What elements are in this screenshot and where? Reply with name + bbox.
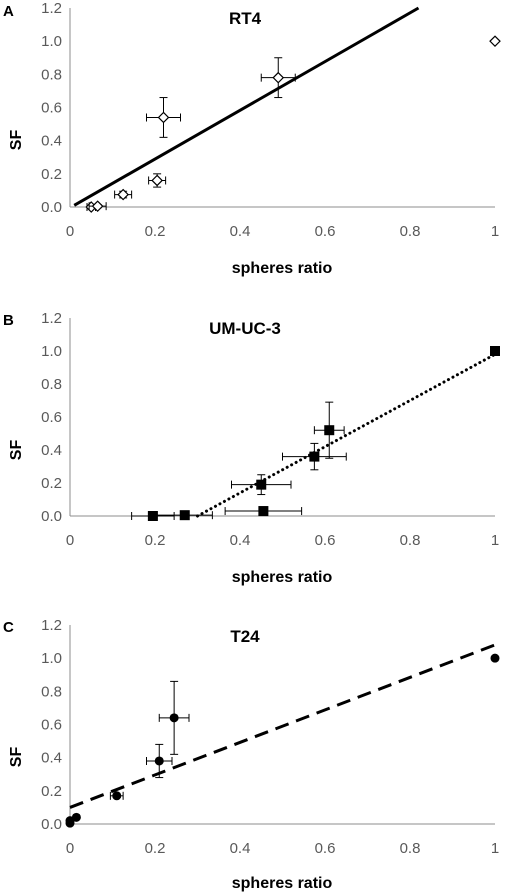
chart-title: RT4 [229,9,262,28]
y-tick-label: 0.4 [41,750,62,767]
x-tick-label: 0 [66,840,74,857]
square-marker [324,425,335,436]
circle-marker [112,791,122,801]
data-point [490,346,500,356]
data-point [146,97,181,138]
square-marker [309,451,320,462]
y-axis-label: SF [8,440,25,461]
x-tick-label: 0.4 [230,223,251,240]
y-tick-label: 0.6 [41,409,62,426]
data-point [148,173,167,188]
trendline [69,643,496,809]
x-tick-label: 1 [491,532,499,549]
chart-title: UM-UC-3 [209,319,281,338]
square-marker [179,510,190,521]
data-point [313,401,345,459]
x-tick-label: 1 [491,223,499,240]
x-tick-label: 0.2 [145,223,166,240]
data-point [156,510,213,521]
y-tick-label: 0.6 [41,717,62,734]
x-tick-label: 0.8 [400,223,421,240]
circle-marker [490,653,500,663]
y-tick-label: 0.2 [41,783,62,800]
y-tick-label: 0.0 [41,508,62,525]
square-marker [256,479,267,490]
x-tick-label: 0.8 [400,532,421,549]
diamond-marker [272,71,285,84]
y-tick-label: 0.2 [41,166,62,183]
data-point [231,474,292,496]
circle-marker [154,756,164,766]
x-tick-label: 0.8 [400,840,421,857]
y-tick-label: 0.8 [41,376,62,393]
x-axis-label: spheres ratio [232,260,333,277]
circle-marker [169,713,179,723]
y-tick-label: 0.4 [41,442,62,459]
panel-a: 0.0 0.2 0.4 0.6 0.8 1.0 1.2 0 0.2 0.4 0.6 0.8 1 A RT4 s… [3,0,501,277]
x-tick-label: 0.6 [315,840,336,857]
x-tick-label: 0 [66,532,74,549]
diamond-marker [91,200,104,213]
data-point [114,188,133,201]
data-point [490,653,500,663]
circle-marker [71,812,81,822]
data-point [71,812,81,822]
y-tick-label: 1.0 [41,33,62,50]
y-tick-label: 1.2 [41,0,62,17]
data-point [146,743,173,779]
panel-b: 0.0 0.2 0.4 0.6 0.8 1.0 1.2 0 0.2 0.4 0.6 0.8 1 B UM-U… [3,310,500,586]
x-tick-label: 0 [66,223,74,240]
square-marker [147,511,158,521]
y-tick-label: 0.8 [41,683,62,700]
y-tick-label: 1.2 [41,617,62,634]
diamond-marker [489,35,501,48]
data-point [158,680,190,755]
y-tick-label: 0.8 [41,66,62,83]
x-axis-label: spheres ratio [232,569,333,586]
data-point [489,35,501,48]
x-tick-label: 1 [491,840,499,857]
x-tick-label: 0.6 [315,532,336,549]
square-marker [490,346,500,356]
data-point [88,200,107,213]
square-marker [258,506,269,517]
y-tick-label: 1.0 [41,650,62,667]
y-tick-label: 0.2 [41,475,62,492]
panel-c: 0.0 0.2 0.4 0.6 0.8 1.0 1.2 0 0.2 0.4 0.6 0.8 1 C T24 s… [3,617,500,892]
data-point [109,791,124,801]
data-point [224,506,303,517]
x-tick-label: 0.6 [315,223,336,240]
trendline [73,6,420,207]
y-tick-label: 0.0 [41,816,62,833]
y-tick-label: 0.4 [41,133,62,150]
diamond-marker [151,174,163,187]
panel-letter: A [3,3,14,20]
data-point [260,57,296,99]
diamond-marker [117,188,129,201]
x-tick-label: 0.4 [230,532,251,549]
y-tick-label: 0.0 [41,199,62,216]
y-tick-label: 1.2 [41,310,62,327]
data-point [282,442,347,471]
x-tick-label: 0.2 [145,532,166,549]
panel-letter: B [3,312,14,329]
x-axis-label: spheres ratio [232,875,333,892]
data-point [131,511,175,521]
x-tick-label: 0.2 [145,840,166,857]
y-tick-label: 0.6 [41,100,62,117]
panel-letter: C [3,619,14,636]
chart-title: T24 [230,627,260,646]
trendline [196,352,497,518]
y-tick-label: 1.0 [41,343,62,360]
y-axis-label: SF [8,130,25,151]
y-axis-label: SF [8,747,25,768]
diamond-marker [157,111,170,124]
x-tick-label: 0.4 [230,840,251,857]
